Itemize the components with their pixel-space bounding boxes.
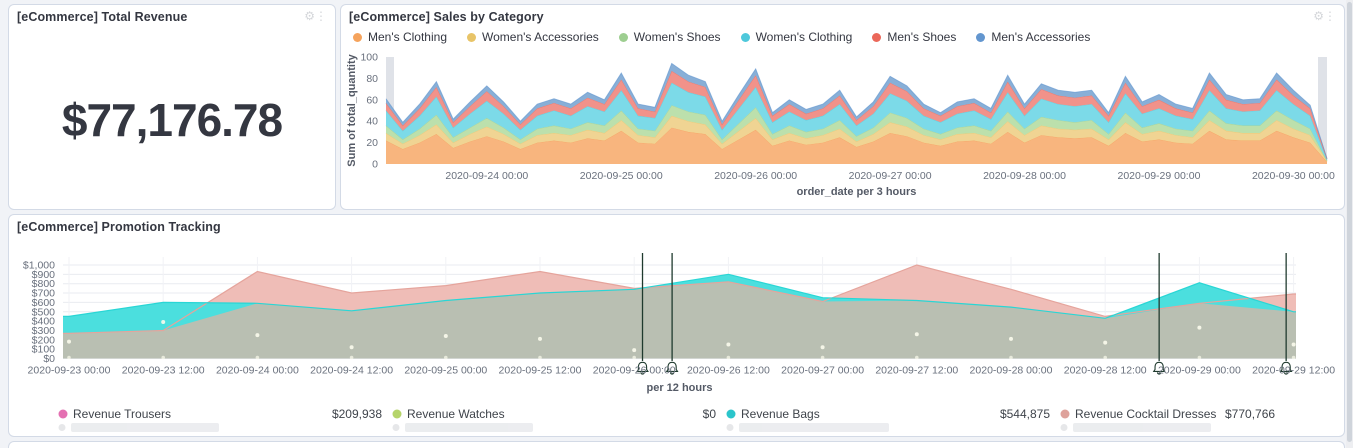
legend-label: Revenue Watches [407, 407, 505, 421]
bell-icon [636, 361, 649, 375]
panel-title-promotion-tracking: [eCommerce] Promotion Tracking [17, 220, 221, 234]
svg-text:2020-09-26 00:00: 2020-09-26 00:00 [593, 365, 676, 377]
legend-label: Women's Shoes [633, 30, 721, 44]
panel-promotion-tracking: [eCommerce] Promotion Tracking $1,000 $90… [8, 214, 1345, 437]
annotation-bell[interactable] [636, 253, 649, 375]
svg-text:20: 20 [366, 137, 378, 149]
svg-text:$500: $500 [32, 306, 56, 318]
svg-text:100: 100 [360, 52, 378, 64]
panel-total-revenue: [eCommerce] Total Revenue ⚙⋮ $77,176.78 [8, 4, 336, 210]
legend-dot-icon [392, 409, 402, 419]
svg-text:$400: $400 [32, 316, 56, 328]
legend-dot-icon [618, 32, 628, 42]
legend-item[interactable]: Revenue Trousers $209,938 [58, 407, 383, 421]
legend-dot-icon [740, 32, 750, 42]
svg-text:2020-09-28 00:00: 2020-09-28 00:00 [970, 365, 1053, 377]
svg-text:2020-09-26 00:00: 2020-09-26 00:00 [714, 170, 797, 182]
legend-row-overflow [58, 423, 1211, 432]
svg-text:$100: $100 [32, 344, 56, 356]
legend-item[interactable]: Women's Accessories [467, 30, 599, 44]
legend-item[interactable]: Men's Clothing [353, 30, 447, 44]
legend-item[interactable]: Revenue Watches $0 [392, 407, 717, 421]
svg-text:2020-09-28 12:00: 2020-09-28 12:00 [1064, 365, 1147, 377]
bell-icon [1152, 361, 1166, 375]
legend-item[interactable]: Men's Accessories [976, 30, 1090, 44]
legend-dot-icon [726, 409, 736, 419]
legend-label: Women's Clothing [755, 30, 853, 44]
svg-text:2020-09-29 00:00: 2020-09-29 00:00 [1158, 365, 1241, 377]
sales-by-category-chart[interactable]: 100 80 60 40 20 0 2020-09-24 00:00 2020-09-25 0… [341, 5, 1346, 211]
svg-text:$300: $300 [32, 325, 56, 337]
svg-text:2020-09-24 12:00: 2020-09-24 12:00 [310, 365, 393, 377]
svg-text:80: 80 [366, 73, 378, 85]
annotation-bell[interactable] [665, 253, 679, 375]
legend-value: $544,875 [1000, 407, 1050, 421]
svg-text:$1,000: $1,000 [23, 260, 55, 272]
legend-label: Revenue Cocktail Dresses [1075, 407, 1216, 421]
svg-text:2020-09-24 00:00: 2020-09-24 00:00 [445, 170, 528, 182]
legend-label: Revenue Bags [741, 407, 820, 421]
legend-label: Men's Accessories [991, 30, 1091, 44]
bell-icon [665, 361, 679, 375]
svg-text:2020-09-23 00:00: 2020-09-23 00:00 [28, 365, 111, 377]
svg-text:2020-09-29 00:00: 2020-09-29 00:00 [1118, 170, 1201, 182]
svg-text:2020-09-28 00:00: 2020-09-28 00:00 [983, 170, 1066, 182]
svg-text:$200: $200 [32, 334, 56, 346]
svg-text:2020-09-27 12:00: 2020-09-27 12:00 [875, 365, 958, 377]
legend-dot-icon [353, 32, 362, 42]
svg-text:60: 60 [366, 94, 378, 106]
svg-text:2020-09-24 00:00: 2020-09-24 00:00 [216, 365, 299, 377]
svg-text:2020-09-29 12:00: 2020-09-29 12:00 [1252, 365, 1335, 377]
legend-value: $209,938 [332, 407, 382, 421]
next-panel-edge [8, 441, 1345, 448]
legend-dot-icon [1060, 409, 1070, 419]
svg-text:2020-09-30 00:00: 2020-09-30 00:00 [1252, 170, 1335, 182]
legend-dot-icon [467, 32, 476, 42]
legend-item[interactable]: Revenue Cocktail Dresses $770,766 [1060, 407, 1276, 421]
svg-text:$900: $900 [32, 269, 56, 281]
bell-icon [1279, 361, 1293, 375]
legend-dot-icon [976, 32, 986, 42]
panel-title-total-revenue: [eCommerce] Total Revenue [17, 10, 188, 24]
legend-value: $770,766 [1225, 407, 1275, 421]
total-revenue-metric: $77,176.78 [61, 94, 283, 146]
svg-text:40: 40 [366, 116, 378, 128]
page-scrollbar[interactable] [1346, 0, 1353, 448]
legend-dot-icon [872, 32, 882, 42]
annotation-bell[interactable] [1152, 253, 1166, 375]
scrollbar-thumb[interactable] [1347, 2, 1352, 442]
svg-text:2020-09-27 00:00: 2020-09-27 00:00 [781, 365, 864, 377]
svg-text:0: 0 [372, 159, 378, 171]
svg-text:2020-09-26 12:00: 2020-09-26 12:00 [687, 365, 770, 377]
panel-menu-icon[interactable]: ⚙⋮ [304, 9, 327, 23]
svg-text:2020-09-25 00:00: 2020-09-25 00:00 [404, 365, 487, 377]
legend-label: Men's Clothing [368, 30, 447, 44]
svg-text:per 12 hours: per 12 hours [646, 382, 712, 394]
legend-value: $0 [703, 407, 717, 421]
svg-text:$600: $600 [32, 297, 56, 309]
svg-text:2020-09-25 00:00: 2020-09-25 00:00 [580, 170, 663, 182]
legend-dot-icon [58, 409, 68, 419]
panel-menu-icon[interactable]: ⚙⋮ [1313, 9, 1336, 23]
legend-item[interactable]: Women's Shoes [618, 30, 721, 44]
legend-item[interactable]: Men's Shoes [872, 30, 956, 44]
svg-text:2020-09-25 12:00: 2020-09-25 12:00 [499, 365, 582, 377]
annotation-bell[interactable] [1279, 253, 1293, 375]
svg-text:2020-09-27 00:00: 2020-09-27 00:00 [849, 170, 932, 182]
panel-title-sales-by-category: [eCommerce] Sales by Category [349, 10, 544, 24]
legend-label: Women's Accessories [482, 30, 599, 44]
promotion-tracking-chart[interactable]: $1,000$900$800$700$600$500$400$300$200$1… [9, 215, 1346, 438]
legend-item[interactable]: Revenue Bags $544,875 [726, 407, 1051, 421]
legend-item[interactable]: Women's Clothing [740, 30, 853, 44]
legend-label: Revenue Trousers [73, 407, 171, 421]
legend-label: Men's Shoes [887, 30, 957, 44]
svg-text:$700: $700 [32, 288, 56, 300]
svg-text:Sum of total_quantity: Sum of total_quantity [346, 53, 358, 166]
sales-legend: Men's Clothing Women's Accessories Women's… [353, 30, 1090, 44]
svg-text:2020-09-23 12:00: 2020-09-23 12:00 [122, 365, 205, 377]
svg-text:order_date per 3 hours: order_date per 3 hours [797, 186, 917, 198]
panel-sales-by-category: [eCommerce] Sales by Category ⚙⋮ Men's C… [340, 4, 1345, 210]
svg-text:$0: $0 [43, 353, 55, 365]
svg-text:$800: $800 [32, 278, 56, 290]
